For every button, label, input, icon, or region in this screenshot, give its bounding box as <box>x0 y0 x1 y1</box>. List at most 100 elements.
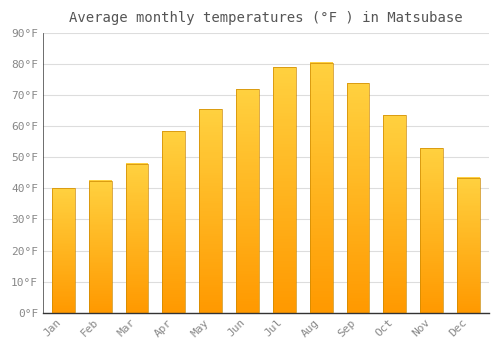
Bar <box>273 73 296 77</box>
Bar <box>420 251 443 253</box>
Bar <box>88 208 112 210</box>
Bar <box>199 203 222 206</box>
Bar <box>273 251 296 254</box>
Bar <box>384 115 406 118</box>
Bar <box>420 277 443 280</box>
Bar <box>236 192 259 195</box>
Bar <box>273 303 296 307</box>
Bar <box>236 234 259 237</box>
Bar <box>273 199 296 202</box>
Bar <box>273 147 296 150</box>
Bar <box>384 273 406 276</box>
Bar <box>310 125 332 128</box>
Bar <box>88 306 112 308</box>
Bar <box>199 307 222 310</box>
Bar <box>162 231 185 233</box>
Bar <box>52 252 74 254</box>
Bar <box>162 240 185 242</box>
Bar <box>420 218 443 220</box>
Bar <box>457 245 480 247</box>
Bar <box>346 106 370 109</box>
Bar <box>126 273 148 275</box>
Bar <box>346 163 370 166</box>
Bar <box>273 79 296 83</box>
Bar <box>346 292 370 295</box>
Bar <box>199 177 222 181</box>
Bar <box>126 230 148 232</box>
Bar <box>346 83 370 313</box>
Bar <box>199 112 222 114</box>
Bar <box>346 143 370 146</box>
Bar <box>162 210 185 213</box>
Bar <box>52 280 74 282</box>
Bar <box>236 97 259 100</box>
Bar <box>310 216 332 219</box>
Bar <box>88 187 112 189</box>
Bar <box>310 184 332 188</box>
Bar <box>457 225 480 226</box>
Bar <box>273 183 296 187</box>
Bar <box>236 217 259 220</box>
Bar <box>199 119 222 122</box>
Bar <box>420 263 443 265</box>
Bar <box>384 310 406 313</box>
Bar <box>88 251 112 253</box>
Bar <box>384 238 406 241</box>
Bar <box>457 215 480 216</box>
Bar <box>126 169 148 171</box>
Bar <box>88 284 112 286</box>
Bar <box>457 177 480 179</box>
Bar <box>88 217 112 219</box>
Bar <box>310 244 332 247</box>
Bar <box>162 224 185 226</box>
Bar <box>162 260 185 263</box>
Bar <box>199 236 222 239</box>
Bar <box>162 169 185 172</box>
Bar <box>126 167 148 169</box>
Bar <box>457 302 480 304</box>
Bar <box>162 181 185 183</box>
Bar <box>126 309 148 311</box>
Bar <box>88 268 112 270</box>
Bar <box>310 281 332 285</box>
Bar <box>457 187 480 189</box>
Bar <box>346 252 370 255</box>
Bar <box>384 271 406 273</box>
Bar <box>162 272 185 274</box>
Bar <box>346 103 370 106</box>
Bar <box>346 197 370 201</box>
Bar <box>310 212 332 216</box>
Bar <box>162 244 185 247</box>
Bar <box>236 273 259 276</box>
Bar <box>199 305 222 308</box>
Bar <box>310 156 332 160</box>
Bar <box>273 150 296 153</box>
Bar <box>236 175 259 178</box>
Bar <box>310 209 332 213</box>
Bar <box>346 180 370 183</box>
Bar <box>126 176 148 178</box>
Bar <box>52 306 74 308</box>
Bar <box>273 138 296 141</box>
Bar <box>457 248 480 250</box>
Bar <box>126 279 148 281</box>
Bar <box>384 283 406 286</box>
Bar <box>420 255 443 257</box>
Bar <box>88 281 112 283</box>
Bar <box>384 307 406 310</box>
Bar <box>310 194 332 197</box>
Bar <box>310 181 332 184</box>
Bar <box>420 210 443 212</box>
Bar <box>346 166 370 169</box>
Bar <box>420 148 443 150</box>
Bar <box>420 203 443 206</box>
Title: Average monthly temperatures (°F ) in Matsubase: Average monthly temperatures (°F ) in Ma… <box>69 11 462 25</box>
Bar <box>310 284 332 288</box>
Bar <box>88 202 112 204</box>
Bar <box>310 94 332 97</box>
Bar <box>52 188 74 313</box>
Bar <box>52 201 74 202</box>
Bar <box>457 292 480 294</box>
Bar <box>199 221 222 224</box>
Bar <box>310 72 332 75</box>
